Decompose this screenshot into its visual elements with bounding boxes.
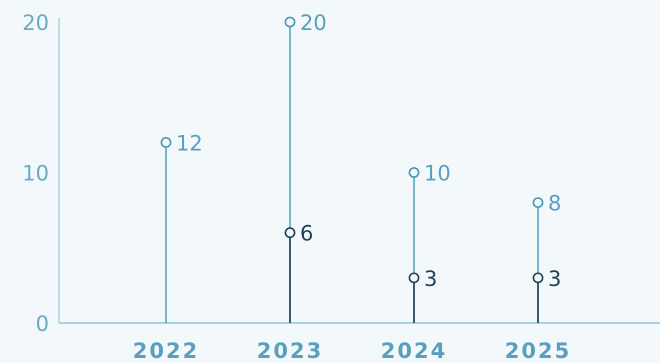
- x-tick-labels: 2022 2023 2024 2025: [133, 339, 571, 363]
- data-label-s1-2025: 3: [548, 267, 561, 291]
- chart-marks: 12 20 10 8 6 3 3: [160, 11, 561, 323]
- y-tick-labels: 0 10 20: [22, 11, 49, 336]
- point-s1-2024: [408, 272, 420, 284]
- x-tick-2023: 2023: [257, 339, 323, 363]
- data-label-s0-2024: 10: [424, 162, 451, 186]
- x-tick-2024: 2024: [381, 339, 447, 363]
- data-label-s0-2022: 12: [176, 131, 203, 155]
- y-tick-20: 20: [22, 11, 49, 35]
- x-tick-2025: 2025: [505, 339, 571, 363]
- point-s0-2025: [532, 197, 544, 208]
- data-label-s1-2023: 6: [300, 222, 313, 246]
- y-tick-10: 10: [22, 162, 49, 186]
- point-s0-2024: [408, 167, 420, 178]
- point-s0-2022: [160, 136, 172, 148]
- data-label-s0-2025: 8: [548, 192, 561, 216]
- point-s1-2023: [284, 227, 296, 239]
- axes: [58, 18, 660, 324]
- data-label-s1-2024: 3: [424, 267, 437, 291]
- data-label-s0-2023: 20: [300, 11, 327, 35]
- y-tick-0: 0: [36, 312, 49, 336]
- x-tick-2022: 2022: [133, 339, 199, 363]
- point-s1-2025: [532, 272, 544, 284]
- point-s0-2023: [284, 16, 296, 28]
